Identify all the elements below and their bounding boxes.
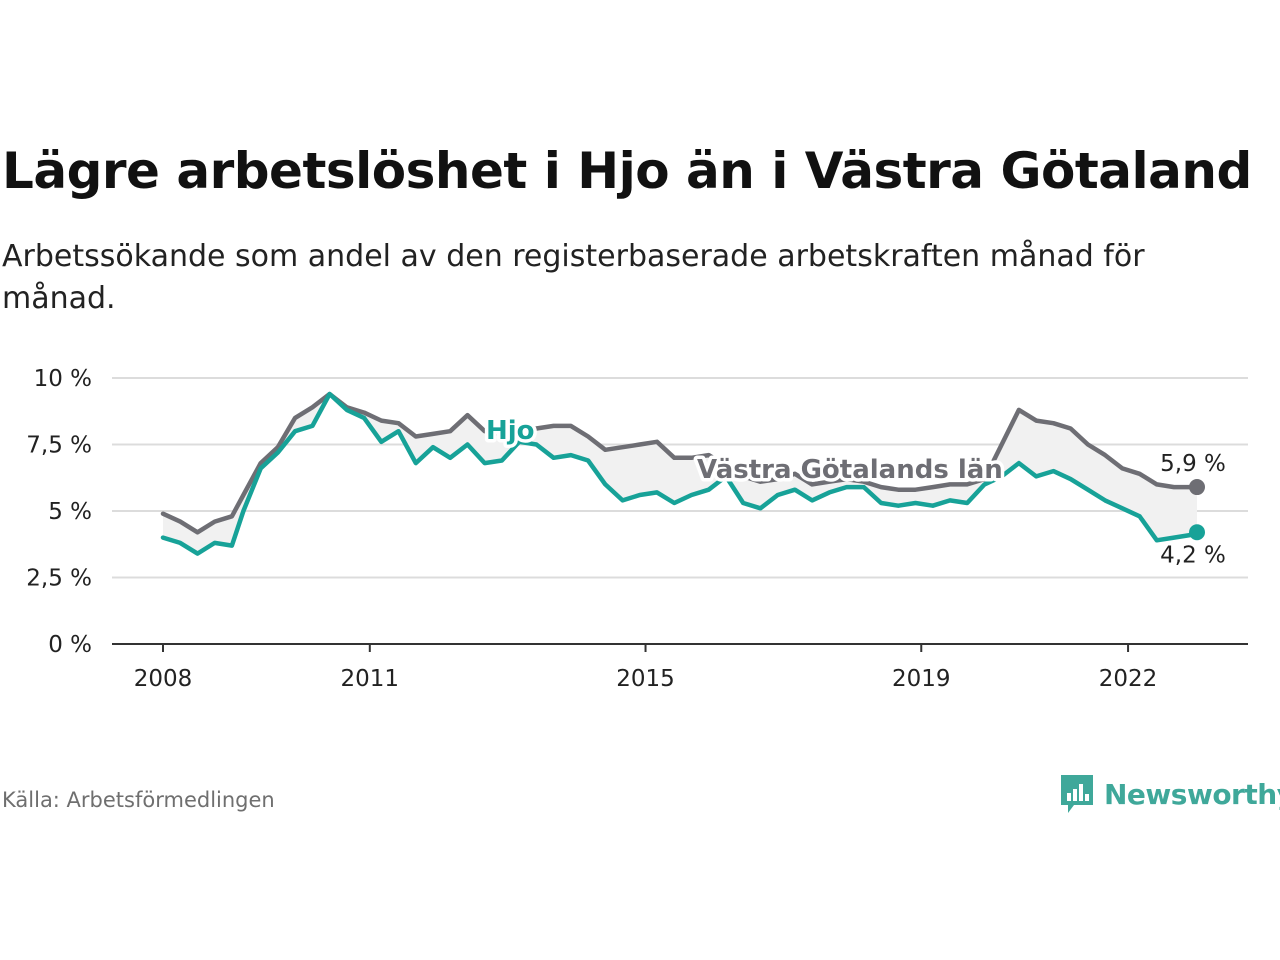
x-tick-label: 2011 — [341, 666, 400, 692]
chart-title: Lägre arbetslöshet i Hjo än i Västra Göt… — [2, 142, 1252, 200]
grid-layer: 0 % 2,5 % 5 % 7,5 % 10 % — [26, 366, 1248, 658]
series-labels: 5,9 % 4,2 % Hjo Västra Götalands län — [483, 413, 1226, 569]
x-tick-label: 2022 — [1099, 666, 1158, 692]
chart-subtitle: Arbetssökande som andel av den registerb… — [2, 239, 1145, 316]
x-tick-label: 2008 — [134, 666, 193, 692]
series-line-hjo — [160, 391, 1200, 556]
difference-band — [163, 394, 1197, 554]
y-tick-label: 2,5 % — [26, 566, 92, 592]
x-tick-label: 2019 — [892, 666, 951, 692]
y-tick-label: 7,5 % — [26, 433, 92, 459]
end-point — [1189, 524, 1205, 541]
newsworthy-brand[interactable]: Newsworthy — [1058, 772, 1280, 816]
series-lines — [160, 391, 1205, 556]
newsworthy-logo-icon — [1061, 775, 1093, 813]
end-value-label: 4,2 % — [1160, 542, 1226, 568]
source-note: Källa: Arbetsförmedlingen — [2, 788, 275, 812]
y-tick-label: 10 % — [34, 366, 92, 392]
end-point — [1189, 479, 1205, 496]
end-value-label: 5,9 % — [1160, 451, 1226, 477]
y-tick-label: 5 % — [48, 499, 92, 525]
line-chart: 0 % 2,5 % 5 % 7,5 % 10 % 5,9 % 4,2 % Hjo Västra… — [26, 366, 1248, 692]
x-axis: 2008 2011 2015 2019 2022 — [112, 643, 1248, 692]
y-tick-label: 0 % — [48, 632, 92, 658]
x-tick-label: 2015 — [616, 666, 675, 692]
series-label-hjo: Hjo — [486, 416, 535, 446]
brand-name: Newsworthy — [1104, 777, 1280, 811]
series-label-vastra-gotaland: Västra Götalands län — [697, 455, 1003, 485]
